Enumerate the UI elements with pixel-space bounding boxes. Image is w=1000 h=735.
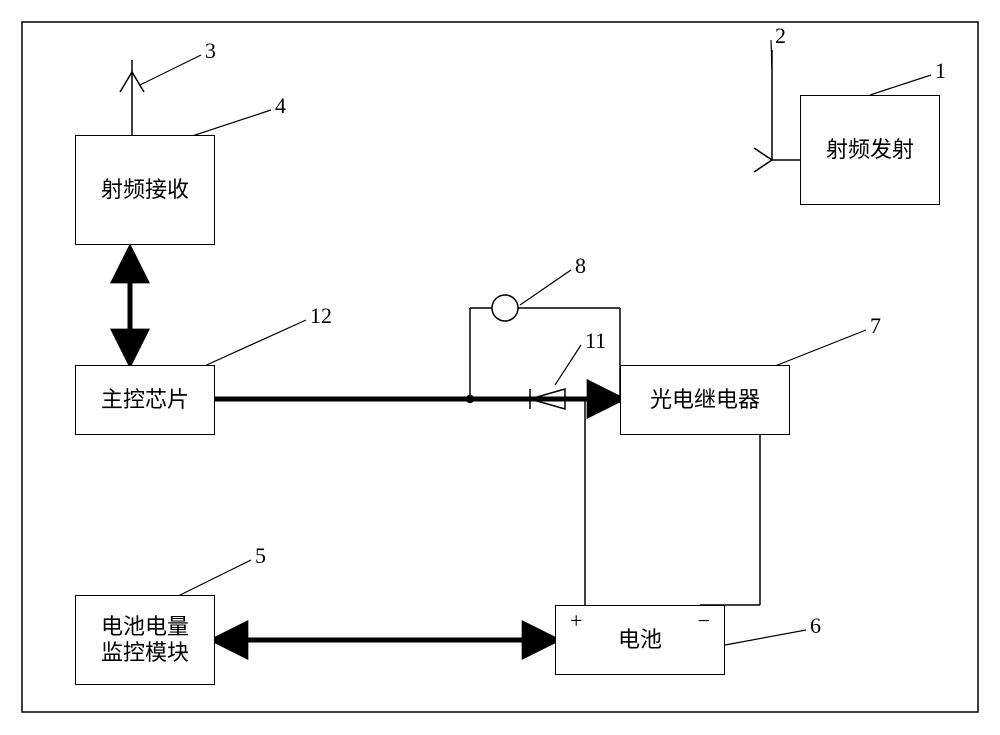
label-12: 12 [310, 303, 332, 329]
battery-plus-label: + [570, 608, 582, 634]
diagram-canvas: 射频发射 射频接收 主控芯片 光电继电器 电池电量 监控模块 + 电池 − 1 … [0, 0, 1000, 735]
box-rf-receive-label: 射频接收 [101, 177, 189, 203]
box-photo-relay-label: 光电继电器 [650, 387, 760, 413]
tx-antenna-icon [754, 50, 800, 172]
label-8: 8 [575, 253, 586, 279]
label-1: 1 [935, 58, 946, 84]
box-battery-monitor-label: 电池电量 监控模块 [101, 614, 189, 667]
label-2: 2 [775, 23, 786, 49]
box-main-chip: 主控芯片 [75, 365, 215, 435]
box-battery-label: 电池 [618, 627, 662, 653]
box-rf-transmit-label: 射频发射 [826, 137, 914, 163]
box-battery: + 电池 − [555, 605, 725, 675]
box-photo-relay: 光电继电器 [620, 365, 790, 435]
rx-antenna-icon [120, 60, 144, 135]
box-rf-receive: 射频接收 [75, 135, 215, 245]
label-3: 3 [205, 38, 216, 64]
label-11: 11 [585, 328, 606, 354]
box-main-chip-label: 主控芯片 [101, 387, 189, 413]
battery-minus-label: − [698, 608, 710, 634]
wire-group [467, 295, 761, 605]
label-5: 5 [255, 543, 266, 569]
label-7: 7 [870, 313, 881, 339]
box-battery-monitor: 电池电量 监控模块 [75, 595, 215, 685]
box-rf-transmit: 射频发射 [800, 95, 940, 205]
label-4: 4 [275, 93, 286, 119]
label-6: 6 [810, 613, 821, 639]
